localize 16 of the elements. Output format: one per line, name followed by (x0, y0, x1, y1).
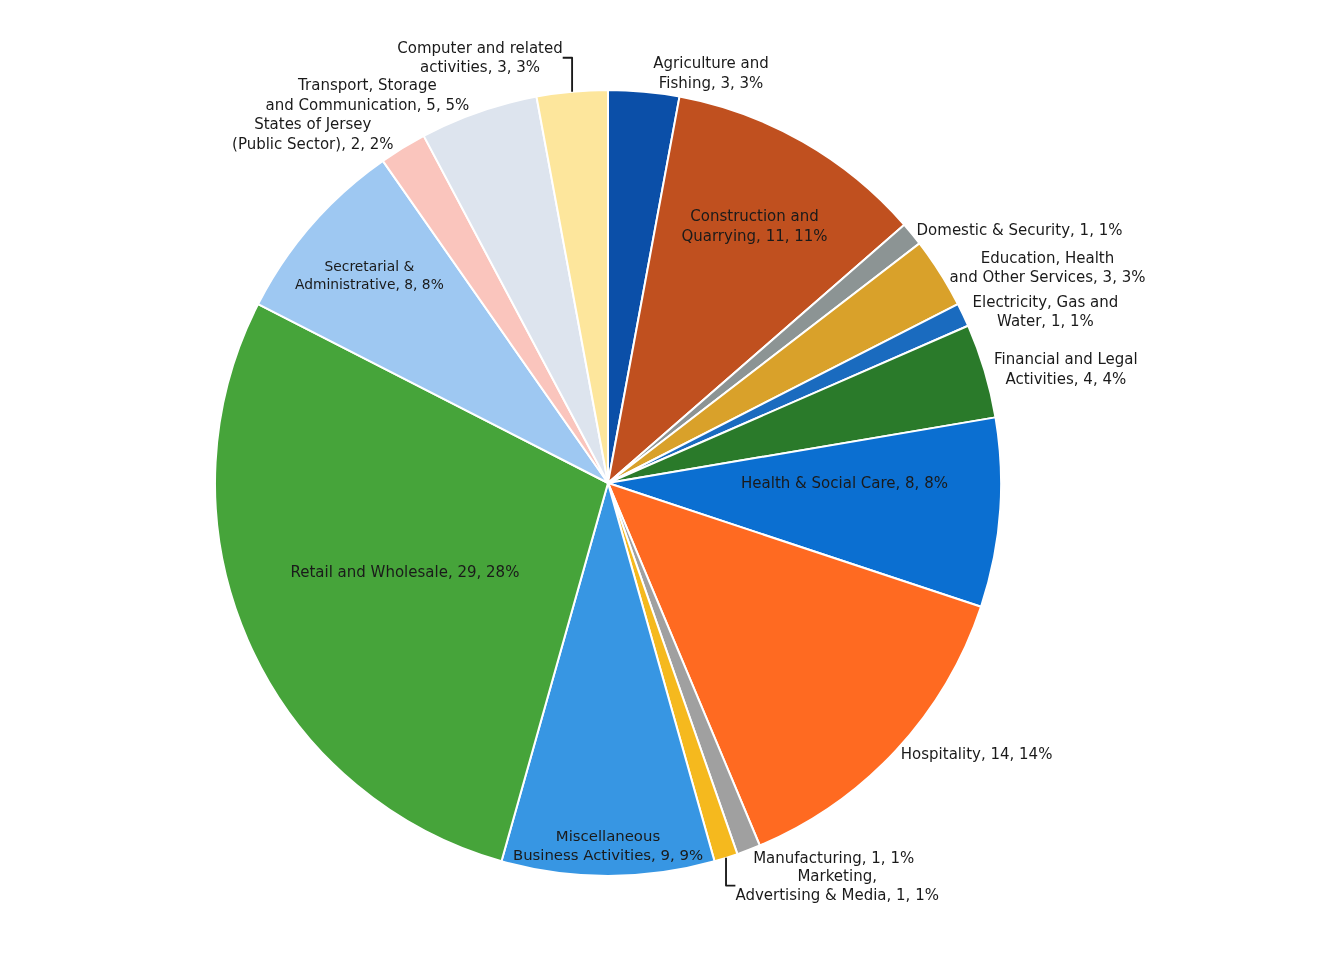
slice-label: Marketing, Advertising & Media, 1, 1% (735, 866, 939, 905)
slice-label: Transport, Storage and Communication, 5, 5% (265, 76, 470, 114)
slice-label: Agriculture and Fishing, 3, 3% (653, 54, 769, 92)
slice-label: States of Jersey (Public Sector), 2, 2% (232, 115, 394, 153)
slice-label: Domestic & Security, 1, 1% (916, 221, 1123, 240)
slice-label: Computer and related activities, 3, 3% (397, 38, 563, 77)
slice-label: Manufacturing, 1, 1% (753, 848, 915, 867)
slice-label: Education, Health and Other Services, 3, 3% (949, 248, 1146, 287)
slice-label: Secretarial & Administrative, 8, 8% (294, 257, 444, 292)
slice-label: Construction and Quarrying, 11, 11% (681, 207, 828, 245)
slice-label: Health & Social Care, 8, 8% (741, 474, 948, 492)
slice-label: Retail and Wholesale, 29, 28% (290, 562, 520, 581)
slice-label: Financial and Legal Activities, 4, 4% (993, 350, 1138, 388)
slice-label: Electricity, Gas and Water, 1, 1% (972, 292, 1119, 331)
slice-label: Hospitality, 14, 14% (900, 745, 1053, 764)
slice-label: Miscellaneous Business Activities, 9, 9% (512, 826, 704, 864)
